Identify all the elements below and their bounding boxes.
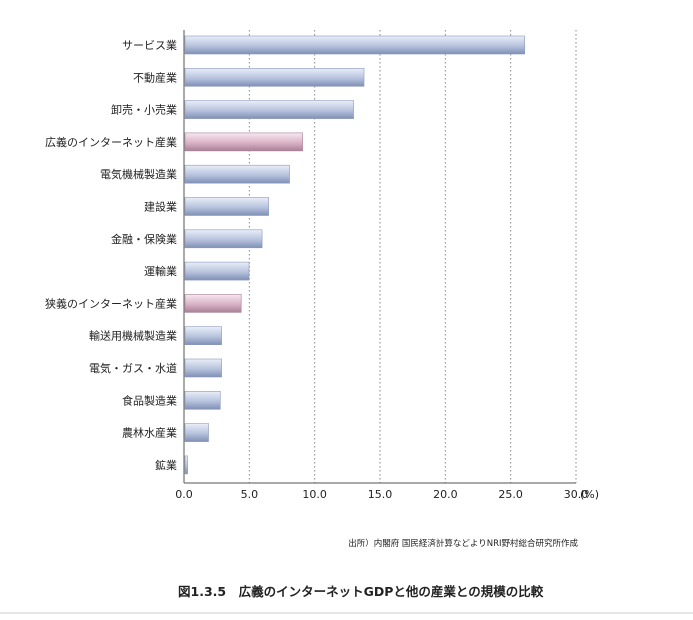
x-tick-label: 10.0 xyxy=(302,488,327,501)
bar xyxy=(184,164,290,184)
gridlines xyxy=(248,30,577,483)
category-label: 広義のインターネット産業 xyxy=(45,135,177,149)
bar xyxy=(184,100,354,119)
category-label: 農林水産業 xyxy=(122,426,177,440)
x-tick-label: 15.0 xyxy=(368,488,393,501)
category-label: 不動産業 xyxy=(133,70,177,84)
bar xyxy=(184,68,365,87)
bar xyxy=(184,35,526,55)
bar xyxy=(184,294,242,313)
x-tick-label: 30.0 xyxy=(564,488,589,501)
category-label: 電気・ガス・水道 xyxy=(89,361,177,375)
x-tick-label: 5.0 xyxy=(241,488,259,501)
category-label: 卸売・小売業 xyxy=(111,103,177,117)
x-tick-label: 20.0 xyxy=(433,488,458,501)
category-label: 建設業 xyxy=(144,200,177,214)
category-labels: サービス業不動産業卸売・小売業広義のインターネット産業電気機械製造業建設業金融・… xyxy=(45,39,177,472)
x-axis: 0.0 5.0 10.0 15.0 20.0 25.0 30.0 xyxy=(175,30,588,501)
bar xyxy=(184,261,250,281)
bars xyxy=(184,35,526,475)
x-tick-label: 0.0 xyxy=(175,488,193,501)
category-label: 輸送用機械製造業 xyxy=(89,329,177,343)
bar xyxy=(184,423,209,442)
bar xyxy=(184,326,222,346)
category-label: 運輸業 xyxy=(144,264,177,278)
category-label: 食品製造業 xyxy=(122,393,177,407)
bar xyxy=(184,455,188,475)
figure-caption: 図1.3.5 広義のインターネットGDPと他の産業との規模の比較 xyxy=(178,584,544,599)
category-label: 金融・保険業 xyxy=(111,232,177,246)
bar xyxy=(184,132,303,152)
x-tick-label: 25.0 xyxy=(498,488,523,501)
bar xyxy=(184,390,221,410)
source-note: 出所）内閣府 国民経済計算などよりNRI野村総合研究所作成 xyxy=(348,538,578,549)
bar xyxy=(184,197,269,216)
category-label: サービス業 xyxy=(122,39,177,52)
category-label: 鉱業 xyxy=(155,458,177,472)
category-label: 電気機械製造業 xyxy=(100,167,177,181)
bar xyxy=(184,358,222,378)
category-label: 狭義のインターネット産業 xyxy=(45,296,177,310)
bar xyxy=(184,229,263,249)
x-axis-unit-label: (%) xyxy=(580,488,599,501)
bottom-divider xyxy=(0,612,693,614)
